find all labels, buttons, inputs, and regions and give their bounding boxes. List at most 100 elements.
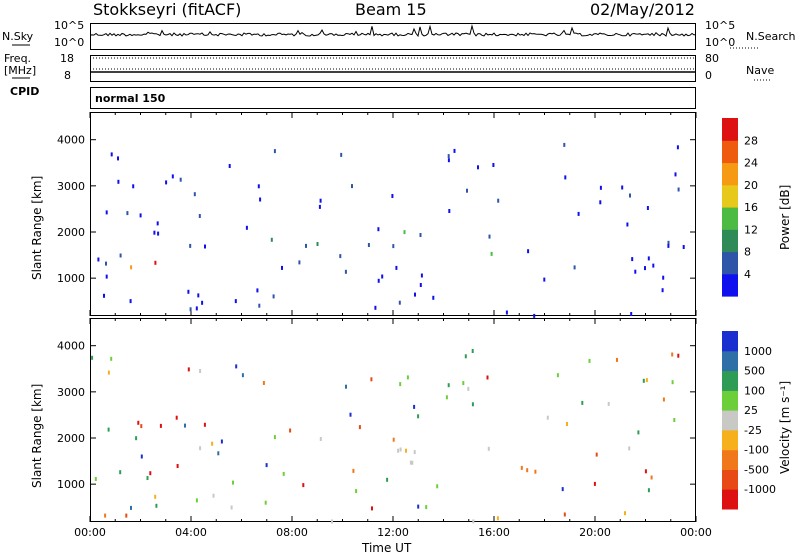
scatter-cell (496, 516, 499, 521)
scatter-cell (616, 357, 618, 362)
colorbar-swatch-0-5 (722, 162, 738, 186)
scatter-cell (110, 356, 113, 361)
scatter-cell (179, 177, 182, 182)
scatter-cell (425, 505, 428, 510)
data-cell (305, 243, 307, 248)
colorbar-tick-0-1: 8 (744, 246, 751, 259)
scatter-cell (377, 278, 380, 283)
xtick-label-4: 16:00 (478, 526, 510, 539)
nave-tick-top: 80 (705, 52, 719, 65)
scatter-cell (241, 373, 244, 378)
scatter-cell (676, 145, 679, 150)
data-cell (282, 471, 285, 476)
scatter-cell (232, 480, 234, 485)
scatter-cell (281, 265, 283, 270)
scatter-cell (197, 293, 200, 298)
scatter-cell (199, 446, 202, 451)
scatter-cell (673, 418, 676, 422)
scatter-cell (273, 435, 276, 440)
feature-0-1 (187, 289, 190, 294)
nave-tick-bottom: 0 (705, 69, 712, 82)
scatter-cell (398, 300, 401, 305)
feature-0-2 (270, 230, 493, 256)
data-cell (487, 446, 490, 451)
scatter-cell (130, 505, 132, 510)
colorbar-tick-1-1: 500 (744, 365, 765, 378)
time-axis-label: Time UT (362, 541, 412, 555)
xtick-label-0: 00:00 (74, 526, 106, 539)
cpid-value: normal 150 (95, 92, 166, 105)
data-cell (411, 460, 414, 465)
colorbar-swatch-1-1 (722, 469, 738, 490)
scatter-cell (467, 386, 470, 391)
scatter-cell (140, 424, 143, 429)
scatter-cell (556, 373, 559, 378)
scatter-cell (462, 381, 465, 386)
scatter-cell (352, 468, 355, 473)
scatter-cell (662, 275, 665, 280)
scatter-cell (413, 404, 416, 409)
xtick-label-6: 00:00 (680, 526, 712, 539)
scatter-cell (193, 192, 196, 197)
scatter-cell (256, 288, 259, 293)
scatter-cell (526, 468, 529, 473)
data-cell (130, 265, 133, 270)
scatter-cell (344, 269, 347, 274)
ytick-label-1-3: 4000 (57, 340, 85, 353)
data-cell (119, 470, 122, 475)
scatter-cell (644, 469, 647, 474)
scatter-cell (492, 163, 495, 167)
scatter-cell (262, 381, 265, 385)
scatter-cell (588, 358, 591, 363)
scatter-cell (626, 222, 629, 227)
scatter-cell (265, 463, 268, 468)
scatter-cell (561, 487, 564, 492)
scatter-cell (661, 288, 664, 293)
scatter-cell (176, 464, 179, 468)
scatter-cell (117, 179, 120, 184)
scatter-cell (546, 415, 549, 420)
colorbar-tick-1-5: -100 (744, 444, 769, 457)
colorbar-swatch-1-0 (722, 489, 738, 510)
scatter-cell (104, 513, 107, 518)
ytick-label-1-0: 1000 (57, 478, 85, 491)
scatter-cell (599, 185, 602, 190)
scatter-cell (149, 471, 152, 476)
ytick-label-0-1: 2000 (57, 226, 85, 239)
scatter-cell (125, 513, 128, 518)
scatter-cell (94, 477, 97, 481)
colorbar-tick-1-3: 25 (744, 404, 758, 417)
date-title: 02/May/2012 (590, 0, 695, 19)
scatter-cell (171, 174, 174, 179)
scatter-cell (414, 292, 416, 297)
feature-1-0 (119, 470, 149, 480)
colorbar-tick-0-4: 20 (744, 179, 758, 192)
scatter-cell (682, 245, 685, 249)
scatter-cell (203, 422, 206, 427)
scatter-cell (159, 423, 162, 428)
scatter-cell (264, 500, 267, 505)
data-cell (217, 451, 220, 456)
colorbar-swatch-0-0 (722, 273, 738, 297)
scatter-cell (417, 414, 420, 419)
scatter-cell (204, 244, 206, 249)
colorbar-swatch-0-6 (722, 140, 738, 164)
scatter-cell (533, 313, 536, 318)
data-cell (367, 243, 370, 247)
scatter-cell (637, 430, 640, 435)
scatter-cell (386, 477, 389, 482)
scatter-cell (137, 420, 140, 425)
scatter-cell (607, 401, 610, 406)
xtick-label-1: 04:00 (175, 526, 207, 539)
colorbar-swatch-1-2 (722, 449, 738, 470)
scatter-cell (107, 427, 110, 432)
scatter-cell (119, 253, 122, 258)
nsky-label: N.Sky (2, 30, 34, 43)
scatter-cell (132, 184, 135, 189)
scatter-cell (445, 395, 448, 400)
scatter-cell (374, 305, 377, 310)
data-cell (409, 460, 412, 465)
colorbar-tick-0-0: 4 (744, 268, 751, 281)
cpid-label: CPID (10, 85, 40, 98)
scatter-cell (486, 375, 489, 380)
